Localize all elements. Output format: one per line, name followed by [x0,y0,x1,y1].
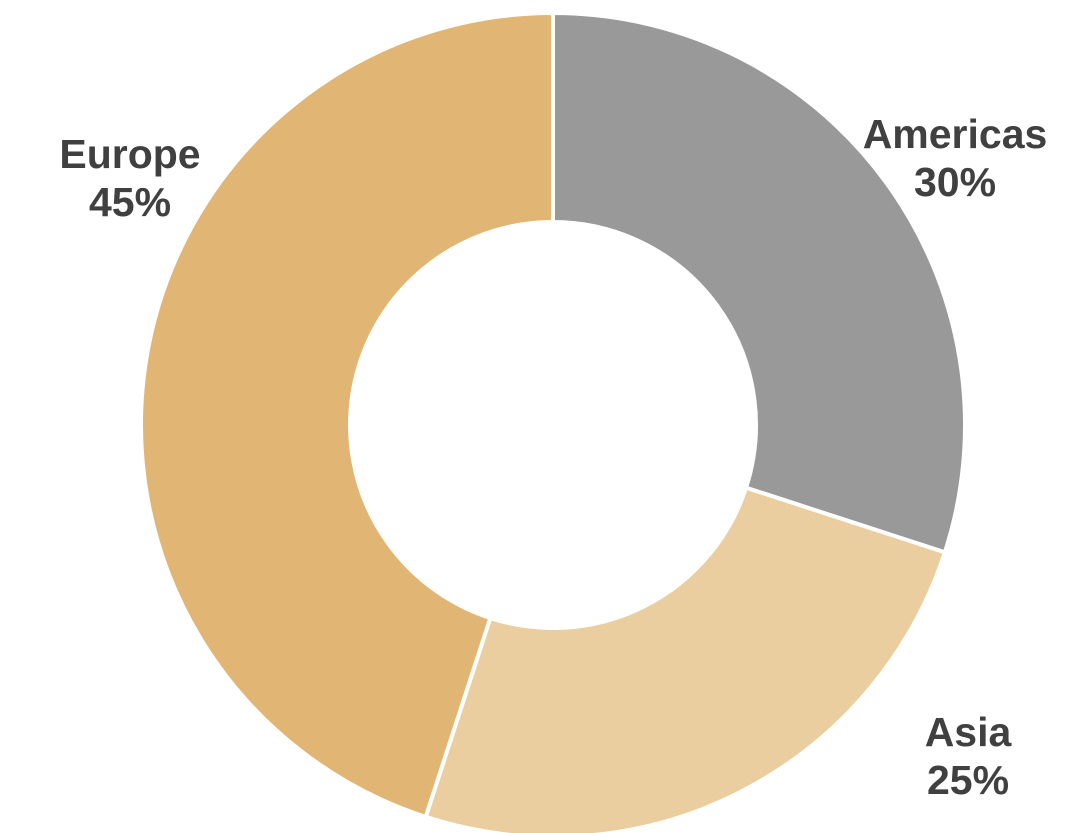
slice-label-europe-value: 45% [89,179,171,225]
slice-label-americas-name: Americas [863,111,1048,157]
slice-asia [423,485,948,833]
donut-slices [139,10,967,833]
slice-label-europe-name: Europe [59,131,200,177]
slice-europe [139,10,555,820]
slice-label-asia-value: 25% [927,757,1009,803]
slice-label-americas-value: 30% [914,159,996,205]
slice-americas [551,10,967,555]
slice-label-asia-name: Asia [925,709,1013,755]
